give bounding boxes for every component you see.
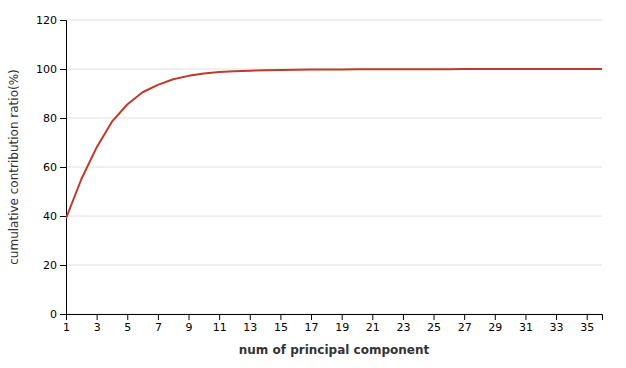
tick: 31	[519, 314, 533, 334]
tick: 17	[305, 314, 319, 334]
tick: 27	[458, 314, 472, 334]
tick-mark	[60, 216, 66, 217]
tick: 9	[186, 314, 193, 334]
grid-line	[66, 118, 602, 119]
grid-line	[66, 20, 602, 21]
tick-mark	[280, 314, 281, 320]
tick-label: 40	[43, 210, 57, 223]
grid	[66, 20, 602, 314]
tick-mark	[60, 265, 66, 266]
tick: 5	[124, 314, 131, 334]
tick-mark	[60, 20, 66, 21]
tick: 13	[243, 314, 257, 334]
tick-mark	[60, 118, 66, 119]
tick-label: 1	[63, 321, 70, 334]
tick-mark	[158, 314, 159, 320]
tick-mark	[60, 167, 66, 168]
tick-label: 3	[94, 321, 101, 334]
grid-line	[66, 265, 602, 266]
tick-mark	[372, 314, 373, 320]
tick-mark	[525, 314, 526, 320]
tick-mark	[97, 314, 98, 320]
tick-label: 9	[186, 321, 193, 334]
tick-label: 80	[43, 112, 57, 125]
tick-mark	[464, 314, 465, 320]
tick-mark	[219, 314, 220, 320]
tick: 40	[43, 210, 66, 223]
tick-mark	[495, 314, 496, 320]
tick-label: 5	[124, 321, 131, 334]
axis-line	[60, 21, 67, 315]
tick: 25	[427, 314, 441, 334]
tick-label: 33	[550, 321, 564, 334]
plot-area	[66, 69, 602, 218]
tick: 35	[580, 314, 594, 334]
tick-label: 7	[155, 321, 162, 334]
axis-line	[67, 315, 603, 321]
tick: 29	[488, 314, 502, 334]
tick-label: 23	[396, 321, 410, 334]
tick: 120	[36, 14, 66, 27]
tick-label: 0	[50, 308, 57, 321]
tick-label: 19	[335, 321, 349, 334]
tick: 80	[43, 112, 66, 125]
tick-label: 120	[36, 14, 57, 27]
tick-mark	[60, 314, 66, 315]
y-axis-title: cumulative contribution ratio(%)	[7, 69, 21, 265]
y-axis: 0 20 40 60 80 100 120	[36, 14, 67, 321]
tick-mark	[434, 314, 435, 320]
tick: 60	[43, 161, 66, 174]
tick-label: 35	[580, 321, 594, 334]
tick-label: 21	[366, 321, 380, 334]
tick-mark	[556, 314, 557, 320]
tick: 19	[335, 314, 349, 334]
tick: 21	[366, 314, 380, 334]
tick: 15	[274, 314, 288, 334]
tick-label: 11	[213, 321, 227, 334]
tick-label: 20	[43, 259, 57, 272]
tick-mark	[587, 314, 588, 320]
tick-label: 17	[305, 321, 319, 334]
x-axis: 1357911131517192123252729313335	[63, 314, 603, 334]
line	[66, 69, 602, 218]
grid-line	[66, 216, 602, 217]
tick-label: 13	[243, 321, 257, 334]
tick: 33	[550, 314, 564, 334]
grid-line	[66, 167, 602, 168]
tick-mark	[403, 314, 404, 320]
tick-mark	[189, 314, 190, 320]
tick-label: 60	[43, 161, 57, 174]
tick: 1	[63, 314, 70, 334]
tick: 23	[396, 314, 410, 334]
tick-label: 15	[274, 321, 288, 334]
tick-label: 27	[458, 321, 472, 334]
chart-container: 1357911131517192123252729313335020406080…	[0, 0, 626, 368]
tick-label: 31	[519, 321, 533, 334]
tick: 20	[43, 259, 66, 272]
tick-label: 25	[427, 321, 441, 334]
tick: 11	[213, 314, 227, 334]
tick-mark	[60, 69, 66, 70]
tick-mark	[250, 314, 251, 320]
x-axis-title: num of principal component	[239, 343, 430, 357]
tick: 7	[155, 314, 162, 334]
tick: 0	[50, 308, 66, 321]
tick-label: 100	[36, 63, 57, 76]
tick: 3	[94, 314, 101, 334]
chart-svg: 1357911131517192123252729313335020406080…	[0, 0, 626, 368]
tick: 100	[36, 63, 66, 76]
tick-mark	[342, 314, 343, 320]
tick-mark	[311, 314, 312, 320]
tick-label: 29	[488, 321, 502, 334]
tick-mark	[127, 314, 128, 320]
